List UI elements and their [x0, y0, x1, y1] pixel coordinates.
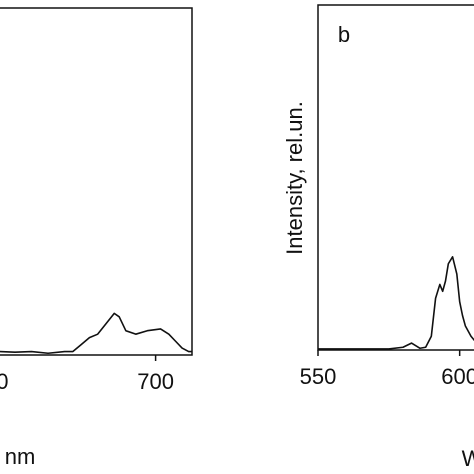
- plot-frame: [0, 7, 193, 356]
- x-tick-label: 600: [441, 364, 474, 389]
- spectrum-line: [318, 256, 474, 350]
- x-axis-label: nm: [5, 444, 36, 469]
- x-tick-label: 600: [0, 369, 9, 394]
- panel-label: b: [338, 22, 350, 47]
- plot-frame: [317, 4, 474, 351]
- y-axis-label: Intensity, rel.un.: [282, 101, 307, 255]
- x-tick-label: 550: [300, 364, 337, 389]
- spectrum-line: [0, 312, 192, 355]
- x-axis-label: W: [462, 446, 474, 471]
- x-tick-label: 700: [137, 369, 174, 394]
